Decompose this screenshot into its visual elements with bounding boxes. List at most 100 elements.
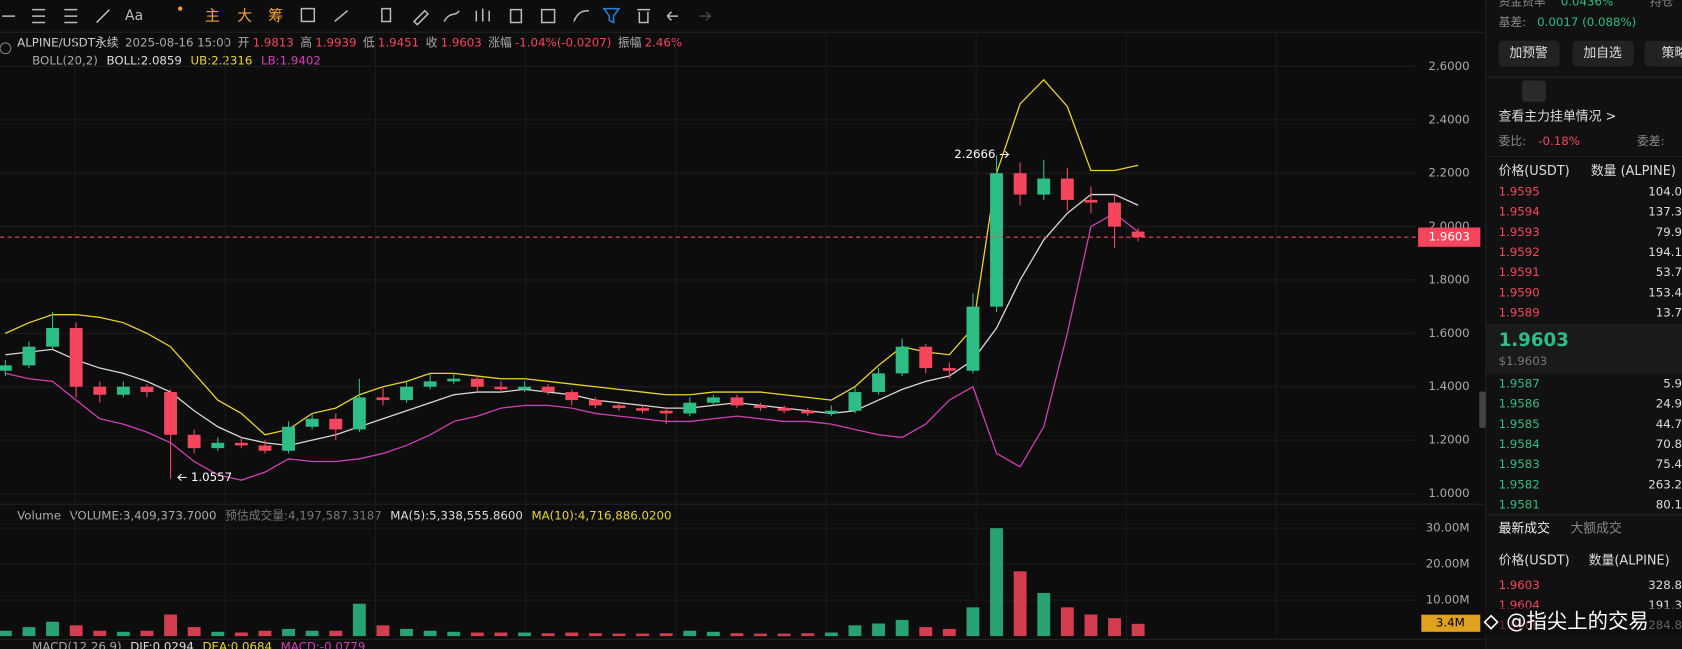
info-text: 开 xyxy=(238,35,250,49)
watermark-bg xyxy=(1480,607,1682,638)
info-text: 涨幅 xyxy=(488,35,512,49)
scroll-handle[interactable] xyxy=(1479,391,1486,429)
tab[interactable]: 最新成交 xyxy=(1499,520,1551,536)
candle-body xyxy=(683,402,697,414)
panel-text: 基差: xyxy=(1499,15,1527,29)
volume-bar xyxy=(234,632,248,637)
panel-text: 0.0436% xyxy=(1561,0,1613,9)
volume-bar xyxy=(942,628,956,637)
candle-body xyxy=(636,408,649,411)
bid-price: 1.9585 xyxy=(1499,417,1540,431)
candle-body xyxy=(777,408,791,411)
candle-body xyxy=(329,418,343,430)
volume-bar xyxy=(423,630,437,637)
y-tick-label: 2.6000 xyxy=(1428,59,1469,73)
bid-price: 1.9584 xyxy=(1499,437,1540,451)
info-text: 高 xyxy=(300,35,312,49)
volume-bar xyxy=(0,630,12,637)
low-annotation: 1.0557 xyxy=(191,470,232,484)
ask-price: 1.9589 xyxy=(1499,306,1540,320)
volume-bar xyxy=(352,603,366,637)
volume-bar xyxy=(187,627,201,637)
candle-body xyxy=(282,426,295,451)
candle-body xyxy=(258,445,272,451)
y-tick-label: 1.0000 xyxy=(1428,486,1469,500)
candle-body xyxy=(730,397,744,406)
volume-bar xyxy=(1013,571,1027,637)
candle-body xyxy=(116,386,130,395)
tool-button[interactable]: Aa xyxy=(125,8,143,24)
candle-body xyxy=(824,410,838,414)
view-toggle[interactable] xyxy=(1522,80,1546,102)
candle-body xyxy=(588,400,602,406)
candle-body xyxy=(1084,199,1098,203)
volume-bar xyxy=(400,628,413,637)
tool-button[interactable]: 主 xyxy=(205,7,220,25)
trade-header: 数量(ALPINE) xyxy=(1589,554,1670,569)
info-text: ALPINE/USDT永续 xyxy=(17,35,119,49)
volume-bar xyxy=(140,630,154,637)
volume-bar xyxy=(305,630,319,637)
candle-body xyxy=(305,418,319,427)
mid-usd: $1.9603 xyxy=(1499,354,1548,368)
info-text: 振幅 xyxy=(618,35,642,49)
tool-button[interactable]: 大 xyxy=(237,7,252,25)
button[interactable] xyxy=(1498,40,1560,67)
panel-text: 委差: xyxy=(1637,134,1665,148)
candle-body xyxy=(46,328,59,347)
volume-bar xyxy=(258,630,272,637)
candle-body xyxy=(0,365,12,371)
volume-bar xyxy=(588,633,602,637)
bid-price: 1.9581 xyxy=(1499,498,1540,512)
info-text: 2.46% xyxy=(645,35,682,49)
info-text: 1.9451 xyxy=(378,35,419,49)
candle-body xyxy=(447,378,461,382)
indicator-text: MACD(12,26,9) xyxy=(32,639,121,649)
volume-bar xyxy=(919,627,933,637)
volume-bar xyxy=(754,633,767,637)
y-tick-label: 2.2000 xyxy=(1428,166,1469,180)
ask-price: 1.9590 xyxy=(1499,285,1540,299)
y-tick-label: 1.8000 xyxy=(1428,272,1469,286)
bid-qty: 44.7 xyxy=(1656,417,1682,431)
bid-price: 1.9587 xyxy=(1499,377,1540,391)
icon[interactable] xyxy=(2,8,110,24)
bid-price: 1.9583 xyxy=(1499,457,1540,471)
volume-bar xyxy=(683,630,697,637)
ask-price: 1.9594 xyxy=(1499,205,1540,219)
icon-disabled[interactable] xyxy=(699,11,712,21)
icon[interactable] xyxy=(300,7,316,23)
panel-text: 0.0017 (0.088%) xyxy=(1537,15,1636,29)
indicator-text: MA(5):5,338,555.8600 xyxy=(390,508,523,522)
volume-bar xyxy=(777,633,791,637)
ask-qty: 13.7 xyxy=(1656,306,1682,320)
tool-button[interactable]: 筹 xyxy=(268,7,283,25)
ask-qty: 153.4 xyxy=(1648,285,1682,299)
depth-link[interactable]: 查看主力挂单情况 > xyxy=(1499,108,1617,124)
volume-bar xyxy=(22,627,36,637)
button-label[interactable]: 策略 xyxy=(1662,45,1682,61)
volume-bar xyxy=(69,625,83,637)
volume-bar xyxy=(46,621,59,637)
volume-bar xyxy=(1037,592,1051,637)
band-line xyxy=(5,78,1139,436)
button-label[interactable]: 加自选 xyxy=(1583,46,1622,61)
button[interactable] xyxy=(1644,40,1682,67)
tab[interactable]: 大额成交 xyxy=(1570,520,1622,536)
last-price-tag xyxy=(1418,227,1481,247)
candle-body xyxy=(470,378,484,387)
toolbar-icons[interactable] xyxy=(2,7,712,26)
icon[interactable] xyxy=(334,7,678,26)
candle-body xyxy=(376,397,390,401)
panel-text: 持仓 xyxy=(1650,0,1674,9)
button[interactable] xyxy=(1572,40,1634,67)
trade-price: 1.9603 xyxy=(1499,578,1540,592)
volume-badge: 3.4M xyxy=(1436,616,1465,630)
button-label[interactable]: 加预警 xyxy=(1509,45,1548,61)
info-text: 1.9939 xyxy=(315,35,356,49)
volume-bar xyxy=(801,633,815,637)
info-text: 2025-08-16 15:00 xyxy=(125,35,231,49)
icon-active[interactable] xyxy=(602,7,621,24)
volume-tick-label: 10.00M xyxy=(1426,593,1470,607)
